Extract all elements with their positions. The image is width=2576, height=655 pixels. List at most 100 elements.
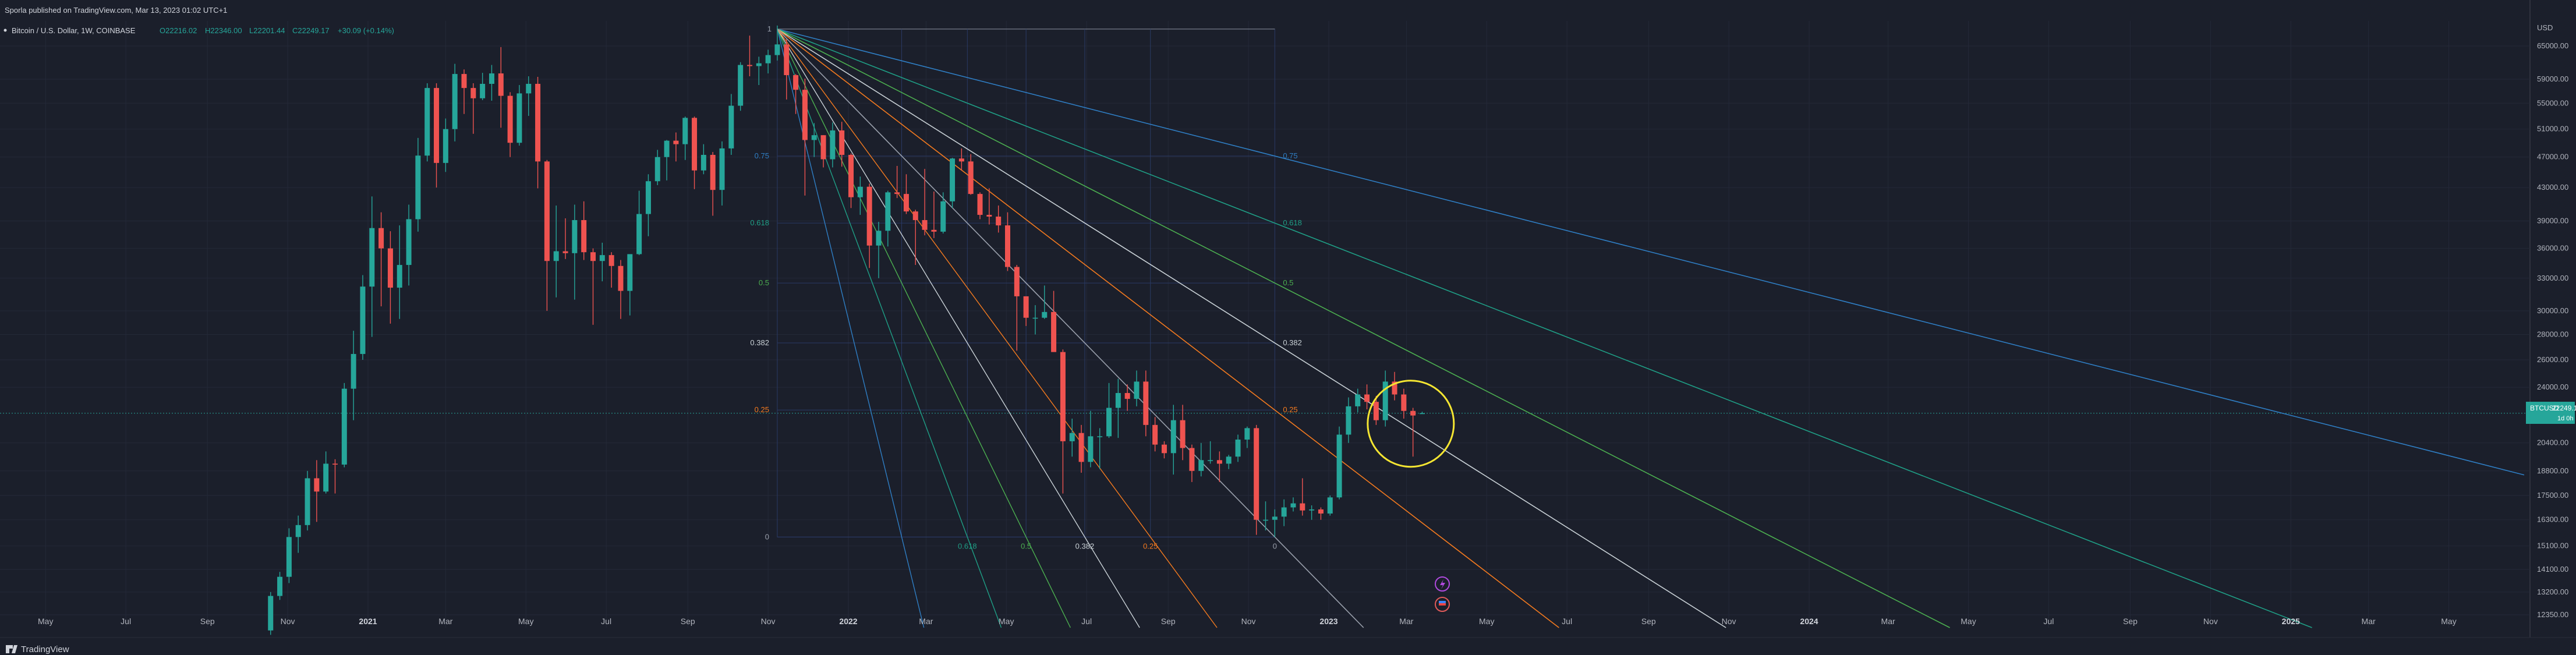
fib-level-label-right: 0.382	[1283, 338, 1302, 347]
candle	[719, 141, 725, 206]
y-tick-label: 33000.00	[2537, 274, 2568, 282]
candle-body	[1097, 436, 1103, 437]
candle-body	[940, 201, 946, 232]
fib-level-label-right: 0.618	[1283, 218, 1302, 227]
y-tick-label: 28000.00	[2537, 330, 2568, 338]
candle	[1115, 378, 1121, 438]
fib-level-label-right: 0.75	[1283, 151, 1297, 160]
candle-body	[507, 95, 513, 143]
candle-body	[682, 118, 688, 144]
fib-fan-price-ray	[777, 29, 1726, 628]
candle-body	[885, 192, 891, 231]
candle-body	[1069, 433, 1075, 441]
candle	[415, 137, 421, 232]
candle	[387, 231, 393, 324]
candle	[498, 47, 504, 128]
footer-brand[interactable]: TradingView	[21, 645, 69, 654]
candle	[756, 56, 762, 86]
fib-level-label-left: 0	[765, 532, 769, 541]
candle-body	[784, 44, 790, 76]
y-tick-label: 20400.00	[2537, 438, 2568, 447]
candle-body	[857, 186, 863, 197]
candle	[305, 470, 310, 531]
candle-body	[581, 220, 587, 253]
candle-body	[968, 161, 974, 194]
candle-body	[1290, 503, 1296, 508]
x-tick-label: Mar	[438, 617, 452, 626]
candle-body	[526, 84, 532, 94]
candle	[692, 116, 698, 189]
price-axis[interactable]: 65000.00 59000.00 55000.00 51000.00 47000.00…	[2537, 23, 2568, 619]
candle	[793, 74, 799, 114]
candle	[1281, 499, 1287, 526]
candle-body	[1180, 420, 1186, 448]
candle	[1097, 428, 1103, 469]
fib-level-label-left: 0.75	[755, 151, 769, 160]
candle	[738, 62, 744, 111]
candle	[1170, 405, 1176, 475]
x-tick-label: 2024	[1800, 617, 1818, 626]
tradingview-logo-icon[interactable]	[6, 645, 17, 653]
candle	[958, 148, 964, 171]
candle-body	[295, 525, 301, 537]
event-markers[interactable]	[1435, 576, 1450, 612]
candle-body	[1170, 420, 1176, 454]
candle-body	[1134, 381, 1140, 399]
candle	[507, 92, 513, 157]
y-tick-label: 17500.00	[2537, 491, 2568, 500]
y-tick-label: 65000.00	[2537, 41, 2568, 50]
time-axis[interactable]: May Jul Sep Nov 2021 Mar May Jul Sep Nov 2022 Mar Ma…	[38, 617, 2457, 626]
candle	[664, 140, 670, 180]
published-line: Sporla published on TradingView.com, Mar…	[5, 6, 227, 15]
candle	[378, 212, 384, 307]
candle-body	[1309, 509, 1315, 511]
x-tick-label: Jul	[2043, 617, 2054, 626]
x-tick-label: Jul	[601, 617, 611, 626]
candle	[489, 65, 494, 101]
candle	[1346, 397, 1351, 443]
candle	[562, 218, 568, 259]
candle	[1382, 370, 1388, 427]
symbol-legend: Bitcoin / U.S. Dollar, 1W, COINBASE O222…	[3, 26, 394, 35]
candle-body	[397, 265, 402, 288]
candle-body	[1263, 519, 1269, 521]
x-tick-label: 2025	[2282, 617, 2300, 626]
x-tick-label: Jul	[1562, 617, 1572, 626]
candle-body	[700, 155, 706, 171]
candle	[876, 222, 882, 278]
candle-body	[470, 88, 476, 98]
candle-body	[415, 155, 421, 219]
candle	[912, 210, 918, 265]
candle	[1078, 424, 1084, 473]
candle-body	[645, 181, 651, 214]
candle	[526, 76, 532, 116]
candle	[452, 63, 458, 141]
candle-body	[912, 211, 918, 221]
candle	[618, 260, 624, 319]
candle-body	[986, 215, 992, 217]
candle-body	[305, 478, 310, 525]
candle-body	[1060, 352, 1066, 441]
candle-body	[1023, 296, 1029, 318]
candle	[1014, 265, 1020, 351]
candle	[682, 116, 688, 160]
candle	[710, 152, 716, 216]
candle	[1235, 434, 1241, 462]
y-tick-label: 14100.00	[2537, 565, 2568, 573]
candle-body	[599, 255, 605, 261]
y-tick-label: 59000.00	[2537, 75, 2568, 83]
candle	[590, 248, 596, 325]
candle-body	[434, 88, 440, 163]
candle-body	[664, 140, 670, 157]
candle-body	[1161, 444, 1167, 454]
fib-level-label-left: 0.618	[750, 218, 769, 227]
candle	[1124, 384, 1130, 411]
candle-body	[793, 75, 799, 90]
candle	[424, 83, 430, 162]
candle	[608, 252, 614, 288]
x-tick-label: Mar	[919, 617, 933, 626]
candle-body	[1281, 507, 1287, 517]
candle-body	[480, 84, 486, 98]
candle	[1161, 441, 1167, 459]
candle-body	[1088, 436, 1094, 462]
